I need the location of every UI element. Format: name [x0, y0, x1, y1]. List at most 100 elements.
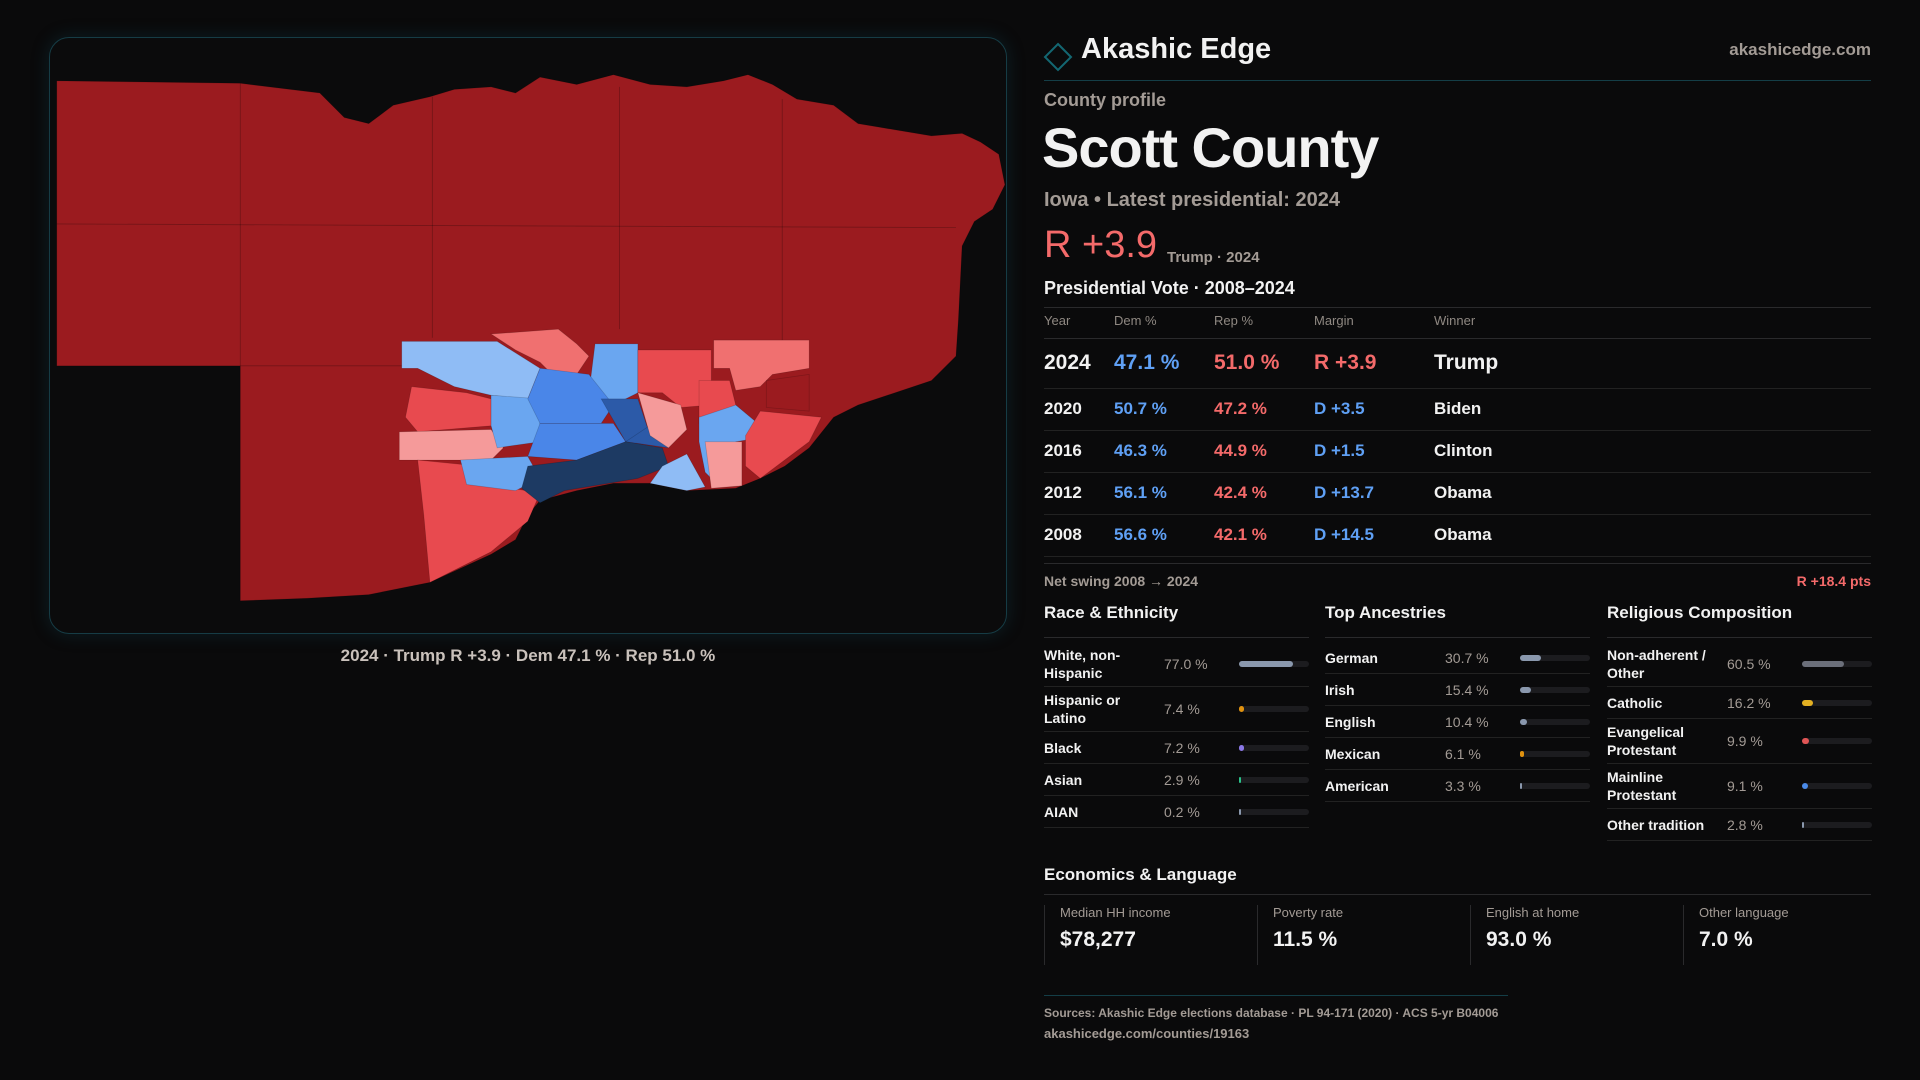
swing-value: R +18.4 pts [1796, 573, 1871, 589]
race-row: Asian 2.9 % [1044, 764, 1309, 796]
ancestry-bar [1520, 750, 1590, 757]
ancestry-value: 15.4 % [1445, 681, 1489, 698]
race-bar-fill [1239, 706, 1245, 712]
township-border [56, 223, 956, 229]
religion-label: Catholic [1607, 694, 1663, 711]
religion-panel: Religious Composition Non-adherent / Othe… [1607, 603, 1872, 841]
race-bar-fill [1239, 744, 1245, 751]
race-bar-fill [1239, 661, 1293, 667]
econ-card: Poverty rate 11.5 % [1257, 905, 1457, 965]
vote-row: 2008 56.6 % 42.1 % D +14.5 Obama [1044, 514, 1871, 557]
race-value: 7.4 % [1164, 701, 1200, 717]
ancestry-bar-fill [1520, 782, 1523, 789]
race-row: Hispanic or Latino 7.4 % [1044, 687, 1309, 732]
vote-section-title: Presidential Vote · 2008–2024 [1044, 278, 1295, 298]
religion-bar [1802, 699, 1872, 706]
diamond-icon [1043, 42, 1073, 72]
economics-title: Economics & Language [1044, 865, 1237, 884]
religion-bar-fill [1802, 821, 1804, 828]
econ-card: English at home 93.0 % [1470, 905, 1670, 965]
ancestry-label: English [1325, 713, 1376, 730]
precinct[interactable] [745, 410, 822, 479]
ancestry-bar [1520, 686, 1590, 693]
vote-cell-margin: D +14.5 [1314, 514, 1434, 557]
precinct[interactable] [637, 392, 688, 449]
econ-card: Other language 7.0 % [1683, 905, 1883, 965]
vote-table: Year Dem % Rep % Margin Winner 2024 47.1 … [1044, 304, 1871, 557]
ancestry-bar [1520, 718, 1590, 725]
religion-bar-fill [1802, 738, 1809, 744]
ancestry-row: American 3.3 % [1325, 770, 1590, 802]
religion-label: Other tradition [1607, 816, 1705, 833]
precinct-map-svg [56, 74, 1006, 602]
map-caption: 2024 · Trump R +3.9 · Dem 47.1 % · Rep 5… [340, 646, 716, 665]
ancestry-label: German [1325, 649, 1378, 666]
ancestry-bar [1520, 654, 1590, 661]
religion-bar [1802, 821, 1872, 828]
vote-cell-year: 2008 [1044, 514, 1114, 557]
race-row: AIAN 0.2 % [1044, 796, 1309, 828]
vote-cell-rep: 47.2 % [1214, 388, 1314, 431]
ancestry-title: Top Ancestries [1325, 603, 1446, 622]
race-label: Black [1044, 739, 1082, 756]
race-label: AIAN [1044, 803, 1079, 820]
religion-row: Other tradition 2.8 % [1607, 809, 1872, 841]
religion-value: 9.9 % [1727, 733, 1763, 749]
vote-cell-rep: 44.9 % [1214, 430, 1314, 473]
vote-cell-year: 2016 [1044, 430, 1114, 473]
race-title: Race & Ethnicity [1044, 603, 1179, 622]
race-bar [1239, 706, 1309, 712]
vote-cell-winner: Trump [1434, 338, 1871, 389]
vote-cell-winner: Obama [1434, 472, 1871, 515]
precinct[interactable] [704, 441, 743, 489]
col-winner: Winner [1434, 304, 1871, 339]
vote-cell-margin: R +3.9 [1314, 338, 1434, 389]
precinct[interactable] [765, 374, 810, 412]
vote-cell-dem: 47.1 % [1114, 338, 1214, 389]
ancestry-bar-fill [1520, 686, 1531, 693]
race-value: 2.9 % [1164, 771, 1200, 788]
vote-cell-dem: 56.1 % [1114, 472, 1214, 515]
ancestry-bar-fill [1520, 718, 1528, 725]
ancestry-row: Irish 15.4 % [1325, 674, 1590, 706]
religion-label: Mainline Protestant [1607, 769, 1677, 803]
race-bar-fill [1239, 776, 1242, 783]
county-url[interactable]: akashicedge.com/counties/19163 [1044, 1026, 1250, 1041]
col-year: Year [1044, 304, 1114, 339]
econ-card-value: $78,277 [1060, 928, 1136, 951]
col-rep: Rep % [1214, 304, 1314, 339]
vote-cell-year: 2024 [1044, 338, 1114, 389]
ancestry-row: English 10.4 % [1325, 706, 1590, 738]
swing-label: Net swing 2008 → 2024 [1044, 573, 1199, 589]
precinct-map[interactable] [49, 37, 1007, 634]
ancestry-bar [1520, 782, 1590, 789]
econ-card-label: Other language [1699, 905, 1789, 920]
vote-cell-dem: 50.7 % [1114, 388, 1214, 431]
sources-text: Sources: Akashic Edge elections database… [1044, 1006, 1499, 1020]
religion-value: 16.2 % [1727, 694, 1771, 711]
vote-cell-dem: 46.3 % [1114, 430, 1214, 473]
vote-row: 2024 47.1 % 51.0 % R +3.9 Trump [1044, 338, 1871, 389]
religion-bar [1802, 783, 1872, 789]
site-link[interactable]: akashicedge.com [1729, 40, 1871, 59]
religion-value: 60.5 % [1727, 656, 1771, 672]
ancestry-panel: Top Ancestries German 30.7 % Irish 15.4 % Eng… [1325, 603, 1590, 802]
religion-row: Mainline Protestant 9.1 % [1607, 764, 1872, 809]
precinct[interactable] [713, 339, 810, 391]
race-label: Hispanic or Latino [1044, 692, 1121, 726]
econ-card-label: Poverty rate [1273, 905, 1344, 920]
race-bar [1239, 744, 1309, 751]
religion-value: 2.8 % [1727, 816, 1763, 833]
ancestry-label: American [1325, 777, 1389, 794]
vote-cell-margin: D +13.7 [1314, 472, 1434, 515]
precinct[interactable] [398, 429, 504, 461]
vote-row: 2012 56.1 % 42.4 % D +13.7 Obama [1044, 472, 1871, 515]
precinct[interactable] [649, 453, 706, 492]
precinct[interactable] [521, 441, 669, 504]
religion-bar-fill [1802, 661, 1845, 667]
religion-bar-fill [1802, 699, 1814, 706]
ancestry-row: German 30.7 % [1325, 642, 1590, 674]
race-label: White, non-Hispanic [1044, 647, 1121, 681]
race-bar [1239, 661, 1309, 667]
vote-row: 2020 50.7 % 47.2 % D +3.5 Biden [1044, 388, 1871, 431]
